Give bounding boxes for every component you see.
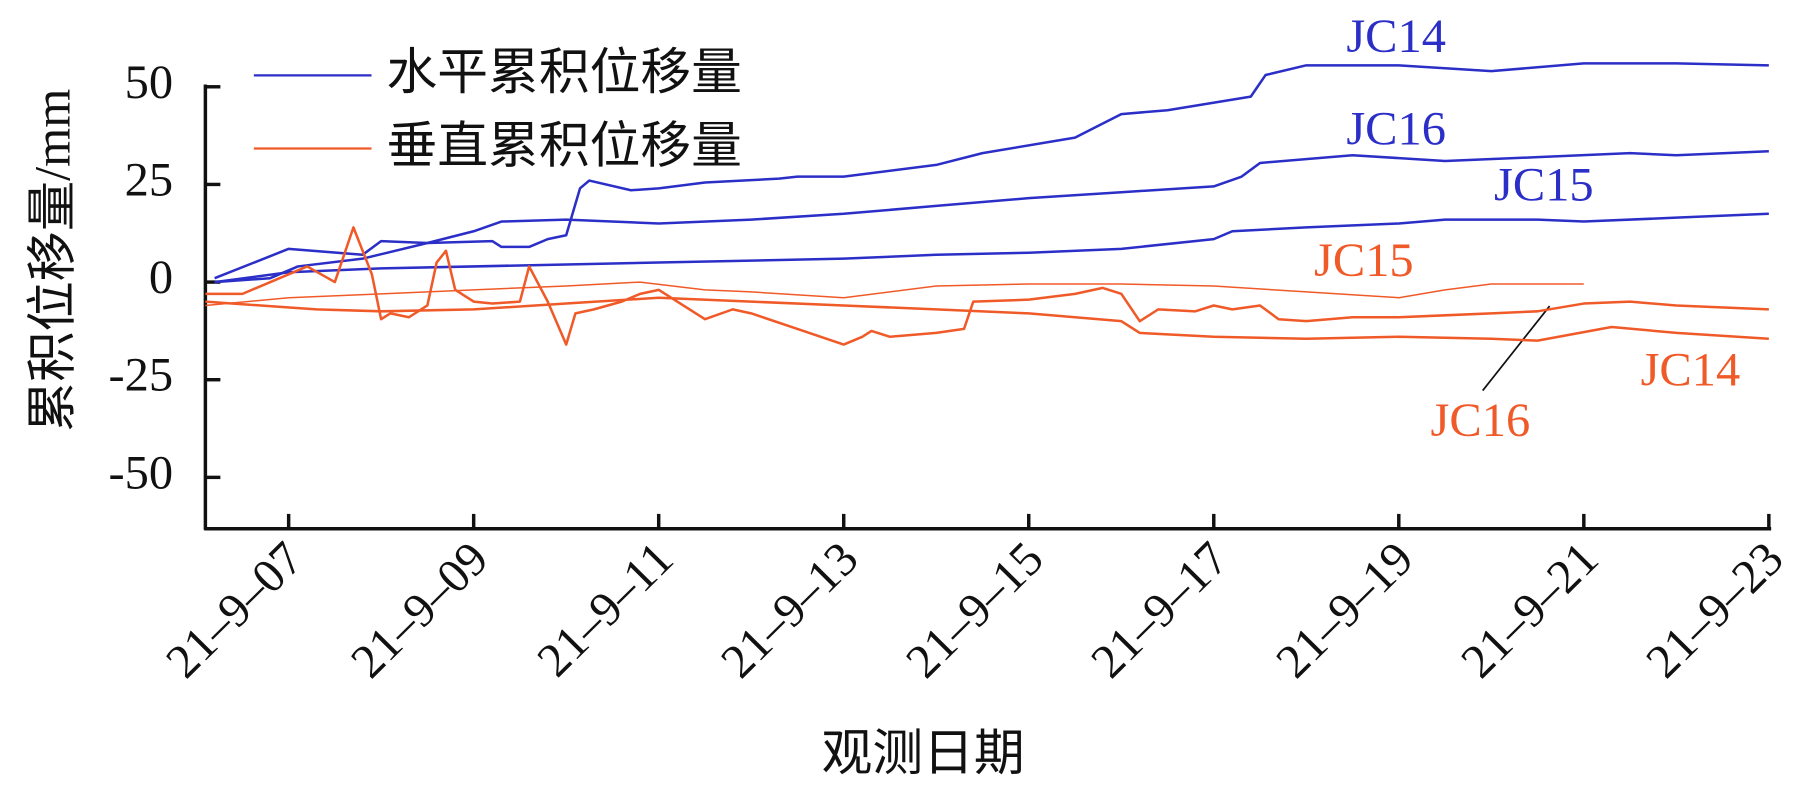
y-tick-label: -50 <box>108 447 173 500</box>
series-label: JC15 <box>1494 159 1594 212</box>
x-tick-label: 21–9–21 <box>1451 532 1609 688</box>
series-label: JC14 <box>1641 344 1741 397</box>
x-tick-label: 21–9–11 <box>527 532 683 687</box>
series-line <box>205 226 1769 346</box>
series-label: JC14 <box>1346 10 1446 63</box>
legend-label: 垂直累积位移量 <box>387 118 742 174</box>
y-tick-label: 25 <box>125 154 173 207</box>
x-tick-label: 21–9–07 <box>156 532 314 688</box>
y-tick-label: 50 <box>125 56 173 109</box>
series-line <box>214 149 1769 284</box>
series-line <box>205 296 1769 342</box>
legend-label: 水平累积位移量 <box>387 44 742 100</box>
x-tick-label: 21–9–15 <box>896 532 1054 688</box>
y-tick-label: -25 <box>108 349 173 402</box>
series-line <box>214 62 1769 280</box>
series-label: JC15 <box>1314 234 1414 287</box>
x-tick-label: 21–9–17 <box>1081 532 1239 688</box>
series-line <box>214 212 1769 284</box>
x-tick-label: 21–9–13 <box>711 532 869 688</box>
y-axis-title: 累积位移量/mm <box>24 89 80 432</box>
series-label: JC16 <box>1431 394 1531 447</box>
x-tick-label: 21–9–19 <box>1266 532 1424 688</box>
leader-line <box>1482 305 1551 392</box>
x-tick-label: 21–9–23 <box>1636 532 1794 688</box>
y-tick-label: 0 <box>149 251 173 304</box>
x-axis-title: 观测日期 <box>822 725 1025 781</box>
x-tick-label: 21–9–09 <box>341 532 499 688</box>
series-label: JC16 <box>1346 103 1446 156</box>
